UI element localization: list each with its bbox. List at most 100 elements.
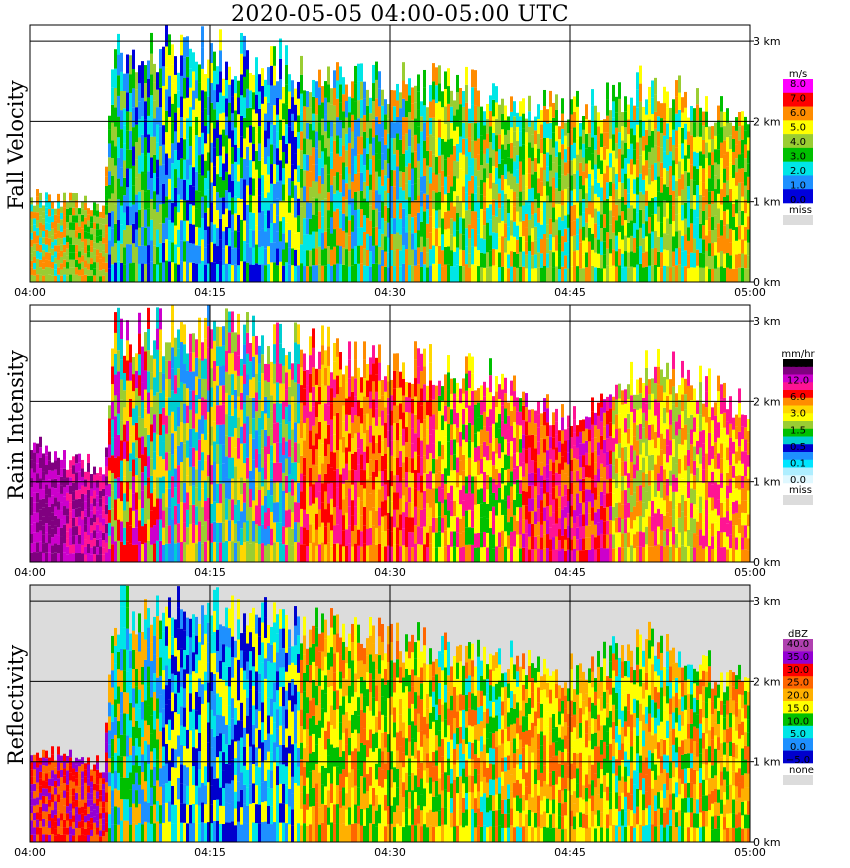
echo-cell xyxy=(543,398,546,412)
echo-cell xyxy=(183,139,186,160)
echo-cell xyxy=(636,89,639,108)
echo-cell xyxy=(132,49,135,70)
echo-cell xyxy=(78,214,81,221)
echo-cell xyxy=(78,238,81,246)
echo-cell xyxy=(39,259,42,268)
echo-cell xyxy=(543,137,546,154)
echo-cell xyxy=(105,166,108,177)
echo-cell xyxy=(525,393,528,408)
echo-cell xyxy=(414,525,417,544)
echo-cell xyxy=(141,189,144,209)
echo-cell xyxy=(492,534,495,549)
echo-cell xyxy=(405,382,408,398)
echo-cell xyxy=(318,491,321,510)
echo-cell xyxy=(171,64,174,84)
echo-cell xyxy=(123,91,126,109)
echo-cell xyxy=(441,123,444,139)
echo-cell xyxy=(669,122,672,137)
echo-cell xyxy=(432,209,435,228)
echo-cell xyxy=(486,387,489,403)
echo-cell xyxy=(327,444,330,464)
echo-cell xyxy=(129,489,132,508)
colorbar-swatch xyxy=(783,120,813,135)
echo-cell xyxy=(516,507,519,521)
echo-cell xyxy=(366,185,369,202)
echo-cell xyxy=(81,268,84,276)
echo-cell xyxy=(504,377,507,394)
echo-cell xyxy=(369,527,372,545)
echo-cell xyxy=(171,325,174,348)
echo-cell xyxy=(225,135,228,154)
echo-cell xyxy=(108,198,111,213)
echo-cell xyxy=(474,211,477,230)
echo-cell xyxy=(606,148,609,166)
echo-cell xyxy=(363,148,366,166)
echo-cell xyxy=(465,493,468,511)
echo-cell xyxy=(321,542,324,562)
echo-cell xyxy=(486,163,489,179)
echo-cell xyxy=(219,464,222,484)
echo-cell xyxy=(180,240,183,262)
echo-cell xyxy=(591,153,594,170)
echo-cell xyxy=(171,202,174,223)
echo-cell xyxy=(57,483,60,493)
echo-cell xyxy=(288,230,291,248)
echo-cell xyxy=(312,130,315,148)
echo-cell xyxy=(228,156,231,175)
echo-cell xyxy=(663,135,666,152)
echo-cell xyxy=(165,132,168,154)
echo-cell xyxy=(165,239,168,261)
echo-cell xyxy=(276,322,279,343)
echo-cell xyxy=(132,69,135,89)
echo-cell xyxy=(477,489,480,505)
colorbar-label: 7.0 xyxy=(790,94,806,105)
echo-cell xyxy=(561,205,564,221)
echo-cell xyxy=(294,265,297,282)
echo-cell xyxy=(84,274,87,282)
echo-cell xyxy=(33,237,36,244)
echo-cell xyxy=(498,458,501,474)
echo-cell xyxy=(39,244,42,253)
echo-cell xyxy=(660,222,663,238)
echo-cell xyxy=(159,49,162,69)
echo-cell xyxy=(93,474,96,483)
echo-cell xyxy=(336,487,339,507)
echo-cell xyxy=(531,460,534,473)
echo-cell xyxy=(42,224,45,231)
echo-cell xyxy=(330,451,333,468)
echo-cell xyxy=(225,190,228,209)
echo-cell xyxy=(423,401,426,420)
echo-cell xyxy=(492,409,495,424)
echo-cell xyxy=(495,184,498,201)
echo-cell xyxy=(327,264,330,282)
echo-cell xyxy=(159,414,162,436)
echo-cell xyxy=(150,475,153,494)
echo-cell xyxy=(126,360,129,381)
echo-cell xyxy=(102,503,105,511)
echo-cell xyxy=(228,436,231,458)
echo-cell xyxy=(297,265,300,282)
echo-cell xyxy=(462,218,465,235)
echo-cell xyxy=(270,445,273,462)
echo-cell xyxy=(204,399,207,420)
echo-cell xyxy=(393,234,396,251)
echo-cell xyxy=(78,226,81,233)
echo-cell xyxy=(63,207,66,216)
echo-cell xyxy=(438,395,441,411)
echo-cell xyxy=(708,204,711,218)
echo-cell xyxy=(519,146,522,162)
echo-cell xyxy=(87,238,90,246)
echo-cell xyxy=(183,502,186,523)
echo-cell xyxy=(39,200,42,208)
echo-cell xyxy=(552,117,555,133)
echo-cell xyxy=(705,189,708,205)
echo-cell xyxy=(222,385,225,405)
echo-cell xyxy=(738,111,741,127)
echo-cell xyxy=(471,476,474,494)
echo-cell xyxy=(267,264,270,282)
echo-cell xyxy=(465,84,468,103)
echo-cell xyxy=(324,420,327,439)
echo-cell xyxy=(123,424,126,442)
echo-cell xyxy=(105,485,108,496)
echo-cell xyxy=(57,475,60,484)
